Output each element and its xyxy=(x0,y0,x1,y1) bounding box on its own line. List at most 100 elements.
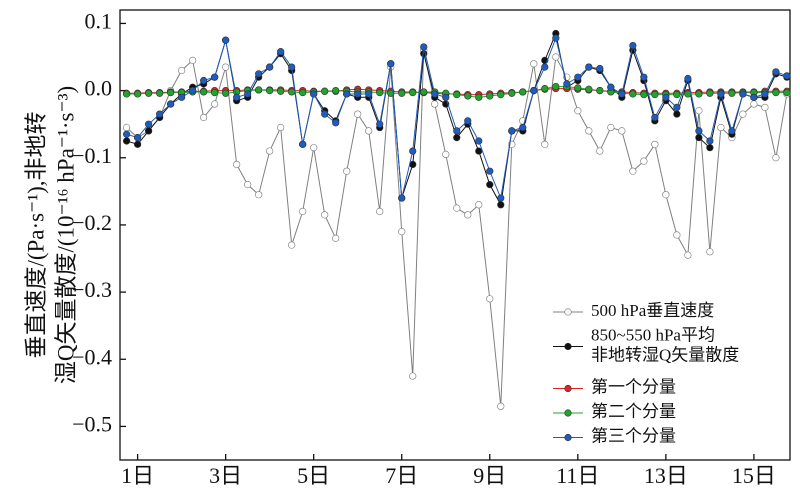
data-point xyxy=(640,73,648,81)
data-point xyxy=(739,90,747,98)
data-point xyxy=(321,211,329,219)
data-point xyxy=(475,137,483,145)
data-point xyxy=(783,72,791,80)
data-point xyxy=(475,201,483,209)
data-point xyxy=(618,127,626,135)
data-point xyxy=(255,70,263,78)
data-point xyxy=(145,120,153,128)
data-point xyxy=(640,157,648,165)
x-tick-label: 9日 xyxy=(473,463,506,488)
y-tick-label: 0.0 xyxy=(85,76,113,101)
x-tick-label: 5日 xyxy=(297,463,330,488)
data-point xyxy=(651,91,659,99)
data-point xyxy=(497,91,505,99)
data-point xyxy=(431,100,439,108)
data-point xyxy=(530,86,538,95)
data-point xyxy=(662,93,670,101)
y-axis-title-line: 垂直速度/(Pa·s⁻¹),非地转 xyxy=(23,111,48,358)
y-tick-label: −0.5 xyxy=(72,411,112,436)
data-point xyxy=(409,147,417,155)
data-point xyxy=(607,83,615,91)
data-point xyxy=(178,93,186,101)
data-point xyxy=(420,43,428,51)
data-point xyxy=(464,92,472,100)
data-point xyxy=(684,251,692,259)
data-point xyxy=(673,103,681,111)
data-point xyxy=(695,127,703,135)
data-point xyxy=(255,191,263,199)
data-point xyxy=(222,36,230,44)
data-point xyxy=(651,140,659,148)
data-point xyxy=(706,144,714,152)
data-point xyxy=(255,86,263,94)
data-point xyxy=(211,73,219,81)
y-axis-title: 垂直速度/(Pa·s⁻¹),非地转 湿Q矢量散度/(10⁻¹⁶ hPa⁻¹·s⁻³… xyxy=(23,86,78,384)
data-point xyxy=(376,120,384,128)
data-point xyxy=(541,63,549,71)
data-point xyxy=(508,127,516,135)
data-point xyxy=(431,90,439,98)
legend-label: 第三个分量 xyxy=(591,426,676,445)
data-point xyxy=(530,60,538,68)
data-point xyxy=(695,134,703,142)
y-tick-label: −0.4 xyxy=(72,344,112,369)
data-point xyxy=(398,89,406,97)
data-point xyxy=(310,144,318,152)
data-point xyxy=(673,91,681,99)
x-tick-label: 11日 xyxy=(556,463,599,488)
data-point xyxy=(563,80,571,88)
y-axis-title-line: 湿Q矢量散度/(10⁻¹⁶ hPa⁻¹·s⁻³) xyxy=(53,86,78,384)
data-point xyxy=(222,63,230,71)
data-point xyxy=(629,167,637,175)
data-point xyxy=(717,123,725,132)
data-point xyxy=(200,88,208,96)
data-point xyxy=(629,41,637,50)
data-point xyxy=(134,90,142,98)
data-point xyxy=(651,113,659,122)
data-point xyxy=(475,93,483,101)
data-point xyxy=(695,107,703,115)
data-point xyxy=(211,89,219,97)
legend-marker xyxy=(564,409,572,417)
data-point xyxy=(123,90,131,98)
data-point xyxy=(486,295,494,303)
data-point xyxy=(167,100,175,108)
data-point xyxy=(673,110,681,118)
data-point xyxy=(519,123,527,132)
data-point xyxy=(552,53,560,61)
data-point xyxy=(343,90,351,98)
data-point xyxy=(618,90,626,98)
data-point xyxy=(585,63,593,71)
data-point xyxy=(464,117,472,125)
data-point xyxy=(277,48,285,56)
data-point xyxy=(453,204,461,212)
data-point xyxy=(706,248,714,256)
data-point xyxy=(596,86,604,95)
data-point xyxy=(321,87,329,95)
data-point xyxy=(277,87,285,95)
legend-label: 850~550 hPa平均非地转湿Q矢量散度 xyxy=(591,325,739,364)
data-point xyxy=(332,234,340,242)
data-point xyxy=(145,89,153,97)
legend-item: 500 hPa垂直速度 xyxy=(553,301,714,320)
data-point xyxy=(134,140,142,148)
data-point xyxy=(266,86,274,95)
data-point xyxy=(233,93,241,101)
data-point xyxy=(497,201,505,209)
data-point xyxy=(156,89,164,97)
data-point xyxy=(772,89,780,97)
data-point xyxy=(486,167,494,175)
legend-label: 第一个分量 xyxy=(591,377,676,396)
data-point xyxy=(574,73,582,81)
data-point xyxy=(156,110,164,118)
data-point xyxy=(497,402,505,410)
data-point xyxy=(409,89,417,97)
x-tick-label: 7日 xyxy=(385,463,418,488)
data-point xyxy=(607,123,615,132)
data-point xyxy=(288,241,296,249)
legend-item: 第三个分量 xyxy=(553,426,676,445)
data-point xyxy=(299,89,307,97)
legend-marker xyxy=(564,384,572,393)
series-line xyxy=(126,31,788,207)
data-point xyxy=(145,127,153,135)
